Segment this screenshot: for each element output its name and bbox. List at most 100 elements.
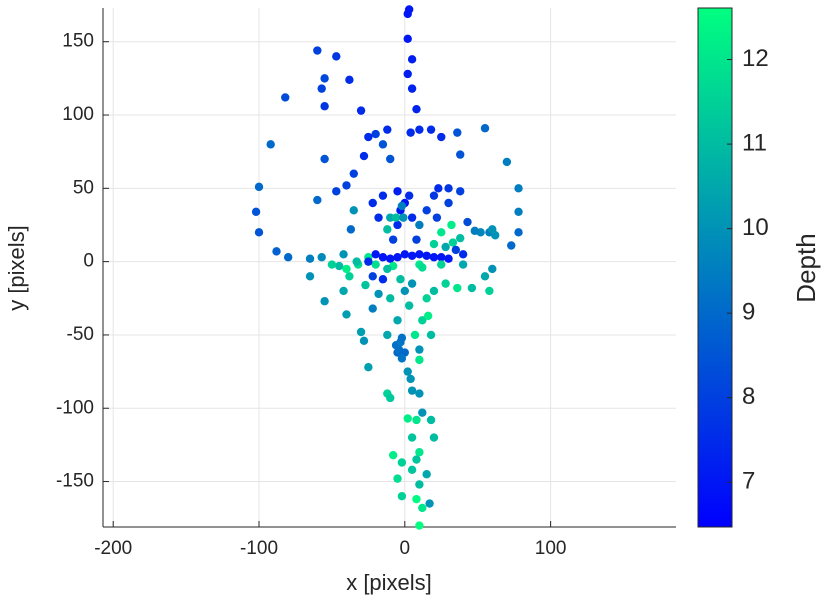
point	[485, 286, 494, 296]
point	[393, 220, 402, 230]
point	[399, 213, 408, 222]
point	[407, 279, 417, 288]
point	[397, 458, 407, 467]
point	[403, 34, 412, 43]
point	[426, 125, 436, 134]
point	[342, 264, 351, 274]
point	[393, 474, 402, 483]
point	[404, 191, 414, 200]
point	[456, 150, 465, 159]
colorbar-tick-label: 7	[742, 468, 755, 495]
point	[403, 69, 412, 79]
point	[412, 415, 421, 425]
point	[388, 450, 398, 460]
point	[283, 253, 293, 262]
point	[434, 184, 443, 193]
point	[378, 253, 388, 262]
point	[272, 247, 281, 256]
point	[480, 124, 490, 133]
point	[407, 386, 417, 395]
colorbar-tick-label: 9	[742, 298, 755, 325]
point	[397, 354, 407, 363]
y-tick-label: -50	[67, 324, 94, 345]
colorbar-tick-label: 10	[742, 214, 769, 241]
colorbar-label: Depth	[791, 233, 821, 302]
point	[254, 228, 264, 237]
point	[488, 264, 497, 274]
point	[317, 84, 326, 93]
point	[305, 272, 315, 281]
point	[403, 414, 412, 423]
point	[480, 272, 490, 281]
point	[423, 311, 433, 321]
point	[334, 261, 344, 271]
point	[422, 206, 431, 215]
point	[407, 251, 417, 260]
point	[349, 169, 358, 178]
point	[332, 52, 341, 61]
point	[254, 182, 264, 192]
point	[374, 289, 383, 299]
y-tick-label: 50	[73, 177, 94, 198]
point	[415, 480, 424, 489]
point	[412, 455, 421, 464]
point	[415, 220, 424, 230]
point	[386, 213, 395, 222]
point	[407, 84, 417, 93]
point	[412, 494, 421, 504]
point	[415, 250, 424, 259]
y-tick-label: -150	[56, 471, 94, 492]
point	[345, 272, 354, 281]
point	[425, 499, 434, 508]
point	[418, 316, 427, 325]
point	[393, 316, 402, 325]
point	[320, 102, 329, 111]
x-tick-label: -100	[240, 538, 278, 559]
point	[415, 355, 424, 365]
point	[400, 250, 410, 259]
point	[429, 433, 439, 442]
point	[356, 106, 366, 115]
colorbar	[697, 7, 733, 528]
point	[391, 213, 401, 222]
point	[317, 253, 326, 262]
point	[415, 521, 424, 530]
point	[383, 264, 392, 274]
x-axis-label: x [pixels]	[346, 570, 432, 595]
point	[359, 336, 369, 346]
point	[415, 125, 424, 134]
point	[507, 241, 516, 250]
point	[422, 251, 431, 260]
point	[305, 254, 315, 263]
y-tick-label: 0	[83, 251, 94, 272]
point	[364, 132, 373, 142]
point	[400, 286, 410, 296]
point	[383, 125, 392, 134]
point	[403, 9, 412, 19]
point	[418, 408, 427, 417]
point	[313, 46, 322, 55]
point	[412, 235, 421, 244]
point	[320, 154, 329, 164]
colorbar-tick-label: 12	[742, 45, 769, 72]
point	[426, 415, 436, 425]
point	[448, 238, 458, 247]
point	[412, 104, 421, 114]
point	[463, 217, 472, 227]
point	[320, 297, 329, 306]
point	[437, 132, 446, 142]
point	[451, 245, 461, 255]
point	[514, 207, 523, 216]
point	[396, 275, 405, 284]
point	[320, 74, 329, 83]
point	[368, 304, 377, 313]
point	[453, 128, 462, 137]
y-tick-label: 100	[62, 104, 94, 125]
point	[327, 260, 337, 269]
point	[418, 503, 427, 513]
point	[502, 157, 512, 167]
point	[383, 225, 392, 234]
point	[422, 470, 431, 479]
point	[415, 345, 424, 354]
point	[378, 140, 388, 149]
